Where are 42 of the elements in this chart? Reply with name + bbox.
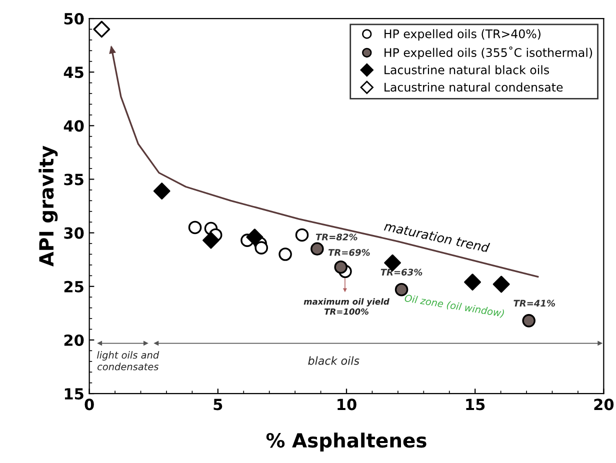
annotation: Oil zone (oil window)	[404, 294, 504, 318]
y-tick-label: 20	[64, 334, 84, 346]
point	[202, 232, 220, 249]
point	[492, 276, 510, 293]
annotation: TR=63%	[380, 268, 422, 276]
legend-label: HP expelled oils (TR>40%)	[384, 29, 540, 41]
annotation: TR=82%	[316, 234, 358, 240]
point	[334, 260, 348, 274]
point	[464, 274, 481, 291]
point	[522, 314, 536, 328]
point	[295, 228, 309, 242]
x-tick-label: 0	[84, 398, 94, 410]
point	[188, 220, 202, 234]
annotation: TR=69%	[328, 249, 370, 256]
y-tick-label: 40	[64, 120, 84, 132]
y-tick-label: 30	[64, 227, 84, 239]
annotation: light oils and condensates	[97, 351, 160, 370]
y-axis-title: API gravity	[38, 146, 58, 267]
legend-label: Lacustrine natural black oils	[384, 65, 550, 74]
point	[310, 242, 324, 256]
x-tick-label: 10	[338, 398, 356, 410]
point	[93, 20, 110, 38]
y-tick-label: 15	[64, 388, 84, 400]
legend-label: HP expelled oils (355˚C isothermal)	[384, 46, 592, 60]
y-tick-label: 50	[64, 12, 84, 25]
y-tick-label: 25	[64, 280, 84, 292]
x-tick-label: 5	[214, 398, 222, 410]
annotation: maturation trend	[384, 220, 490, 253]
y-tick-label: 45	[64, 66, 84, 78]
annotation: TR=41%	[514, 300, 556, 307]
point	[278, 248, 292, 261]
point	[153, 182, 170, 200]
point	[394, 282, 408, 296]
y-tick-label: 35	[64, 174, 84, 186]
x-tick-label: 15	[466, 398, 485, 410]
annotation: black oils	[308, 356, 360, 365]
point	[246, 228, 264, 246]
legend-label: Lacustrine natural condensate	[384, 82, 563, 92]
annotation: maximum oil yield TR=100%	[304, 298, 390, 315]
x-axis-title: % Asphaltenes	[266, 432, 426, 452]
x-tick-label: 20	[594, 398, 614, 410]
point	[254, 241, 268, 254]
